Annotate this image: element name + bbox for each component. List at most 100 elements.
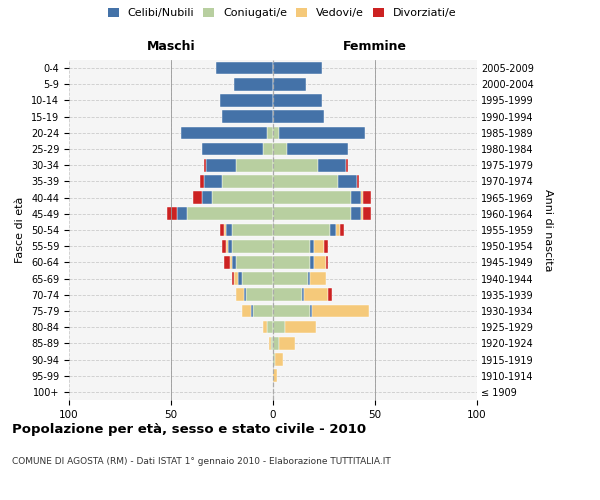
Bar bbox=[232, 256, 236, 268]
Bar bbox=[273, 224, 330, 236]
Bar bbox=[340, 224, 344, 236]
Bar bbox=[273, 78, 305, 90]
Bar bbox=[308, 272, 310, 285]
Bar bbox=[273, 337, 279, 349]
Bar bbox=[230, 256, 232, 268]
Bar bbox=[273, 353, 275, 366]
Text: Femmine: Femmine bbox=[343, 40, 407, 53]
Bar bbox=[273, 288, 302, 301]
Bar bbox=[177, 208, 187, 220]
Bar bbox=[181, 126, 267, 139]
Bar bbox=[318, 159, 346, 172]
Bar bbox=[222, 240, 226, 252]
Bar bbox=[285, 321, 316, 334]
Bar bbox=[202, 192, 212, 204]
Bar bbox=[310, 256, 314, 268]
Bar bbox=[187, 208, 273, 220]
Text: Maschi: Maschi bbox=[146, 40, 196, 53]
Bar bbox=[216, 62, 273, 74]
Bar bbox=[273, 94, 322, 107]
Bar bbox=[273, 321, 285, 334]
Bar bbox=[273, 62, 322, 74]
Bar bbox=[338, 175, 356, 188]
Bar bbox=[361, 192, 363, 204]
Text: COMUNE DI AGOSTA (RM) - Dati ISTAT 1° gennaio 2010 - Elaborazione TUTTITALIA.IT: COMUNE DI AGOSTA (RM) - Dati ISTAT 1° ge… bbox=[12, 458, 391, 466]
Bar bbox=[267, 321, 273, 334]
Bar bbox=[212, 192, 273, 204]
Legend: Celibi/Nubili, Coniugati/e, Vedovi/e, Divorziati/e: Celibi/Nubili, Coniugati/e, Vedovi/e, Di… bbox=[106, 6, 458, 20]
Y-axis label: Fasce di età: Fasce di età bbox=[16, 197, 25, 263]
Bar bbox=[263, 142, 273, 156]
Bar bbox=[226, 240, 228, 252]
Bar bbox=[314, 256, 326, 268]
Bar bbox=[220, 224, 224, 236]
Bar bbox=[224, 256, 230, 268]
Bar bbox=[236, 159, 273, 172]
Bar bbox=[273, 110, 324, 123]
Bar bbox=[279, 337, 295, 349]
Bar bbox=[206, 159, 236, 172]
Bar bbox=[273, 304, 310, 318]
Bar bbox=[273, 175, 338, 188]
Bar bbox=[242, 272, 273, 285]
Bar bbox=[263, 321, 267, 334]
Bar bbox=[350, 192, 361, 204]
Bar bbox=[310, 240, 314, 252]
Bar bbox=[271, 337, 273, 349]
Bar bbox=[279, 126, 365, 139]
Bar bbox=[224, 224, 226, 236]
Bar bbox=[275, 353, 283, 366]
Bar bbox=[273, 256, 310, 268]
Bar bbox=[232, 272, 234, 285]
Bar bbox=[361, 208, 363, 220]
Bar bbox=[356, 175, 359, 188]
Bar bbox=[346, 159, 349, 172]
Bar bbox=[310, 272, 326, 285]
Bar bbox=[234, 272, 238, 285]
Bar bbox=[253, 304, 273, 318]
Bar bbox=[273, 159, 318, 172]
Bar bbox=[267, 126, 273, 139]
Bar bbox=[302, 288, 304, 301]
Bar bbox=[228, 240, 232, 252]
Bar bbox=[326, 256, 328, 268]
Bar bbox=[273, 370, 277, 382]
Bar bbox=[363, 208, 371, 220]
Bar bbox=[202, 142, 263, 156]
Bar bbox=[328, 288, 332, 301]
Bar bbox=[273, 208, 350, 220]
Bar bbox=[273, 240, 310, 252]
Bar bbox=[269, 337, 271, 349]
Bar bbox=[236, 288, 244, 301]
Bar bbox=[200, 175, 203, 188]
Bar bbox=[242, 304, 251, 318]
Bar bbox=[363, 192, 371, 204]
Bar bbox=[251, 304, 253, 318]
Bar bbox=[232, 224, 273, 236]
Bar bbox=[330, 224, 336, 236]
Bar bbox=[273, 126, 279, 139]
Bar bbox=[287, 142, 349, 156]
Bar bbox=[232, 240, 273, 252]
Bar bbox=[193, 192, 202, 204]
Text: Popolazione per età, sesso e stato civile - 2010: Popolazione per età, sesso e stato civil… bbox=[12, 422, 366, 436]
Bar bbox=[167, 208, 177, 220]
Bar bbox=[244, 288, 247, 301]
Bar bbox=[324, 240, 328, 252]
Bar bbox=[304, 288, 328, 301]
Bar bbox=[226, 224, 232, 236]
Bar bbox=[222, 110, 273, 123]
Bar bbox=[312, 304, 369, 318]
Bar bbox=[350, 208, 361, 220]
Bar bbox=[203, 159, 206, 172]
Bar bbox=[222, 175, 273, 188]
Bar bbox=[203, 175, 222, 188]
Bar bbox=[236, 256, 273, 268]
Bar bbox=[273, 272, 308, 285]
Bar bbox=[273, 142, 287, 156]
Bar bbox=[336, 224, 340, 236]
Bar bbox=[310, 304, 312, 318]
Y-axis label: Anni di nascita: Anni di nascita bbox=[544, 188, 553, 271]
Bar bbox=[220, 94, 273, 107]
Bar bbox=[247, 288, 273, 301]
